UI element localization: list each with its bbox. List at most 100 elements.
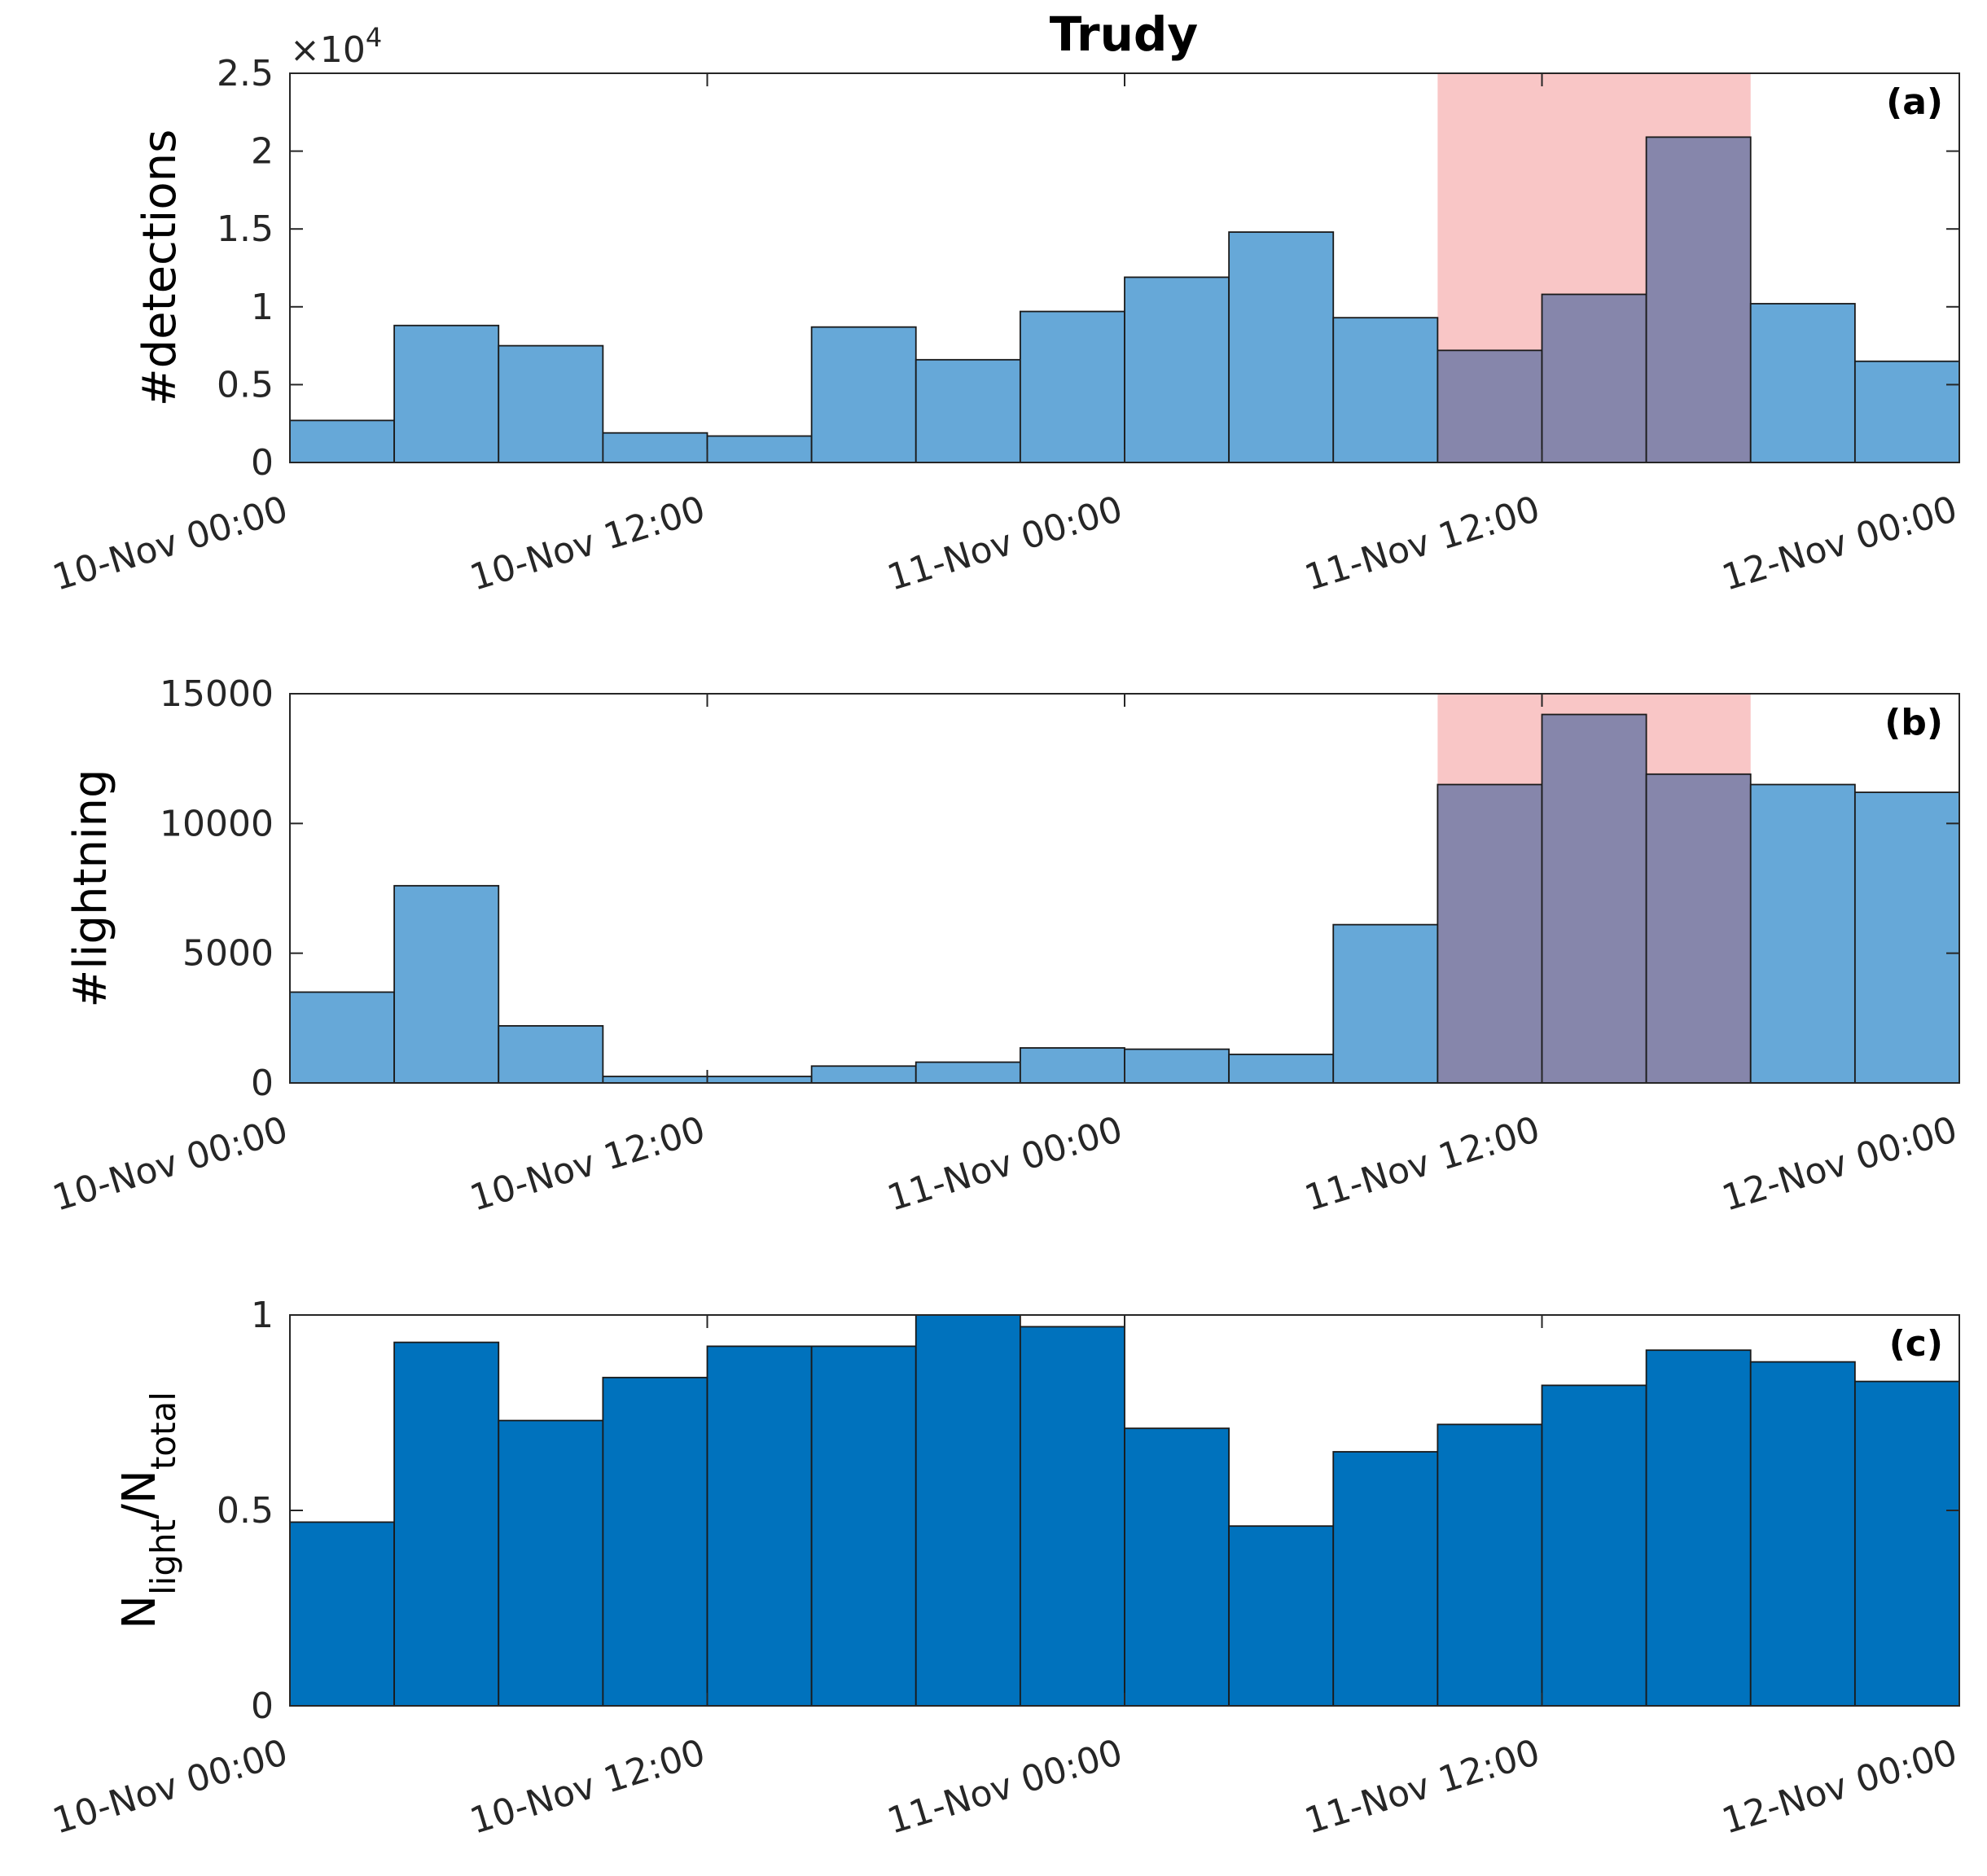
bar-8 — [1124, 1427, 1230, 1707]
bar-4 — [706, 435, 813, 463]
panel-c-y-label: Nlight/Ntotal — [113, 1392, 183, 1629]
y-tick-label: 0 — [251, 442, 274, 484]
y-tick-label: 0 — [251, 1685, 274, 1727]
x-tick-label: 12-Nov 00:00 — [1717, 1732, 1962, 1843]
bar-10 — [1332, 923, 1439, 1084]
bar-14 — [1749, 303, 1856, 463]
bar-2 — [498, 344, 604, 463]
x-tick-label: 11-Nov 12:00 — [1300, 489, 1544, 599]
bar-10 — [1332, 1451, 1439, 1707]
panel-b-y-label: #lightning — [64, 769, 117, 1007]
x-tick-label: 11-Nov 12:00 — [1300, 1732, 1544, 1843]
bar-15 — [1853, 791, 1960, 1084]
panel-c-ratio: 00.51 10-Nov 00:00 10-Nov 12:00 11-Nov 00:… — [48, 1295, 1962, 1843]
x-tick-label: 10-Nov 00:00 — [48, 489, 292, 599]
x-tick-label: 11-Nov 00:00 — [883, 1732, 1127, 1843]
bar-6 — [915, 358, 1021, 463]
panel-a-y-ticks: 0 0.5 1 1.5 2 2.5 — [217, 53, 1959, 484]
bar-3 — [602, 1076, 708, 1084]
bar-1 — [393, 1341, 500, 1707]
bar-6 — [915, 1314, 1021, 1707]
x-tick-label: 10-Nov 12:00 — [465, 1109, 709, 1220]
bar-7 — [1019, 1047, 1125, 1084]
x-tick-label: 11-Nov 12:00 — [1300, 1109, 1544, 1220]
y-tick-label: 1 — [251, 287, 274, 328]
x-tick-label: 10-Nov 12:00 — [465, 1732, 709, 1843]
bar-13 — [1645, 1349, 1752, 1707]
bar-0 — [289, 419, 396, 463]
panel-a-bars — [289, 136, 1960, 463]
x-tick-label: 10-Nov 12:00 — [465, 489, 709, 599]
bar-3 — [602, 432, 708, 463]
bar-13 — [1645, 136, 1752, 463]
bar-2 — [498, 1024, 604, 1084]
y-tick-label: 10000 — [160, 803, 274, 844]
bar-13 — [1645, 773, 1752, 1084]
bar-5 — [810, 326, 917, 463]
y-tick-label: 0.5 — [217, 1490, 274, 1532]
y-tick-label: 1.5 — [217, 208, 274, 250]
bar-14 — [1749, 783, 1856, 1084]
bar-9 — [1228, 231, 1335, 463]
panel-c-y-label-sep: /N — [113, 1470, 166, 1519]
panel-c-y-ticks: 00.51 — [217, 1295, 1959, 1727]
bar-15 — [1853, 360, 1960, 463]
panel-c-y-label-n: N — [113, 1595, 166, 1629]
bar-11 — [1437, 349, 1543, 463]
bar-15 — [1853, 1380, 1960, 1707]
x-tick-label: 12-Nov 00:00 — [1717, 489, 1962, 599]
y-tick-label: 15000 — [160, 673, 274, 715]
bar-3 — [602, 1376, 708, 1707]
x-tick-label: 12-Nov 00:00 — [1717, 1109, 1962, 1220]
bar-12 — [1541, 1384, 1647, 1707]
bar-0 — [289, 991, 396, 1084]
x-tick-label: 10-Nov 00:00 — [48, 1109, 292, 1220]
panel-a-y-multiplier-base: ×10 — [290, 29, 366, 71]
bar-8 — [1124, 1048, 1230, 1084]
bar-5 — [810, 1065, 917, 1084]
bar-4 — [706, 1076, 813, 1084]
figure-title: Trudy — [1050, 7, 1198, 62]
bar-9 — [1228, 1525, 1335, 1707]
panel-b-label: (b) — [1884, 702, 1943, 743]
panel-c-y-label-total: total — [143, 1392, 183, 1470]
panel-b-y-ticks: 0 5000 10000 15000 — [160, 673, 1959, 1104]
panel-b-lightning: 0 5000 10000 15000 10-Nov 00:00 10-Nov 12:00… — [48, 673, 1962, 1220]
panel-c-bars — [289, 1314, 1960, 1707]
bar-5 — [810, 1345, 917, 1707]
bar-2 — [498, 1419, 604, 1707]
panel-a-y-multiplier-exponent: 4 — [366, 22, 382, 53]
y-tick-label: 0 — [251, 1063, 274, 1104]
x-tick-label: 11-Nov 00:00 — [883, 489, 1127, 599]
bar-8 — [1124, 276, 1230, 463]
y-tick-label: 2.5 — [217, 53, 274, 94]
bar-12 — [1541, 293, 1647, 463]
bar-0 — [289, 1521, 396, 1707]
bar-6 — [915, 1061, 1021, 1084]
x-tick-label: 11-Nov 00:00 — [883, 1109, 1127, 1220]
panel-a-detections: 0 0.5 1 1.5 2 2.5 10-Nov 00:00 10-Nov 12:00 11-… — [48, 22, 1962, 599]
panel-c-label: (c) — [1889, 1323, 1943, 1365]
bar-12 — [1541, 713, 1647, 1084]
bar-11 — [1437, 783, 1543, 1084]
panel-a-y-multiplier: ×104 — [290, 22, 382, 71]
y-tick-label: 0.5 — [217, 364, 274, 405]
panel-b-bars — [289, 713, 1960, 1084]
bar-10 — [1332, 317, 1439, 463]
bar-1 — [393, 884, 500, 1084]
bar-7 — [1019, 310, 1125, 463]
bar-1 — [393, 324, 500, 463]
x-tick-label: 10-Nov 00:00 — [48, 1732, 292, 1843]
bar-14 — [1749, 1361, 1856, 1707]
bar-7 — [1019, 1326, 1125, 1707]
y-tick-label: 1 — [251, 1295, 274, 1336]
panel-c-y-label-light: light — [143, 1519, 183, 1595]
bar-4 — [706, 1345, 813, 1707]
y-tick-label: 2 — [251, 131, 274, 173]
panel-a-y-label: #detections — [134, 129, 186, 407]
bar-11 — [1437, 1423, 1543, 1707]
panel-a-label: (a) — [1886, 81, 1943, 123]
y-tick-label: 5000 — [182, 933, 274, 975]
bar-9 — [1228, 1054, 1335, 1084]
